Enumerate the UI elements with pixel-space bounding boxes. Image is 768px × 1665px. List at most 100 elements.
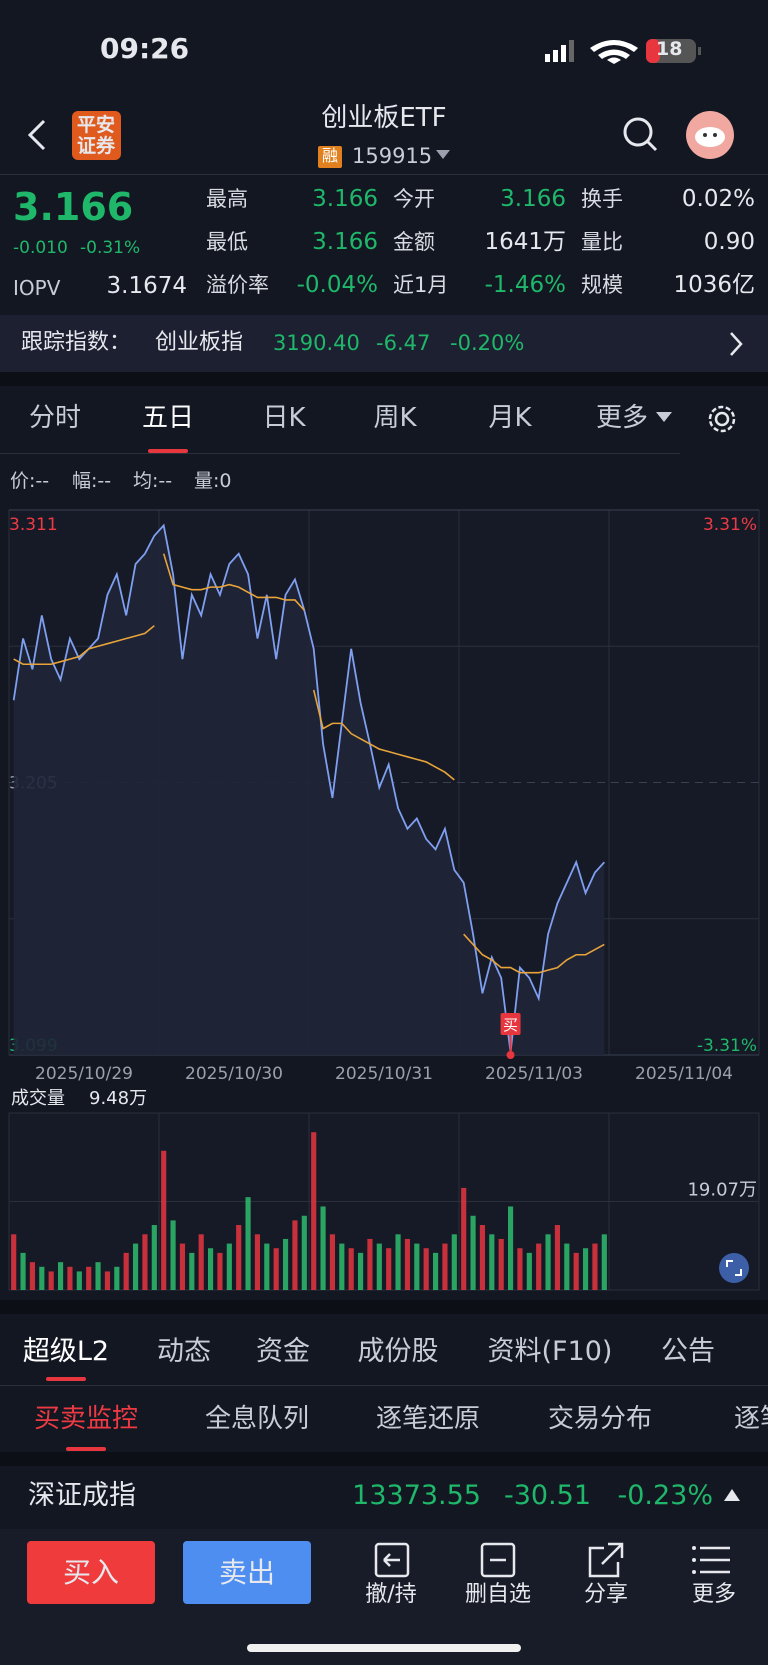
dropdown-arrow — [656, 412, 672, 422]
volume-bar — [329, 1234, 336, 1290]
volume-bar — [461, 1187, 467, 1290]
index-change: -30.51 — [503, 1480, 591, 1511]
volume-title: 成交量 — [11, 1088, 65, 1109]
logo-text: 证券 — [77, 135, 116, 157]
volume-tick-label: 19.07万 — [687, 1180, 757, 1201]
stat-label: 量比 — [581, 230, 623, 254]
chart-tab[interactable]: 分时 — [28, 403, 81, 433]
volume-bar — [76, 1271, 82, 1290]
tracking-row[interactable]: 跟踪指数： 创业板指 3190.40 -6.47 -0.20% — [0, 315, 768, 372]
volume-bar — [29, 1262, 36, 1290]
stat-label: 规模 — [581, 273, 623, 297]
volume-bar — [132, 1243, 139, 1290]
detail-tab[interactable]: 成份股 — [357, 1336, 439, 1367]
action-label[interactable]: 撤/持 — [365, 1582, 417, 1607]
iopv-value: 3.1674 — [106, 273, 187, 299]
section-gap — [0, 1300, 768, 1314]
sub-tab[interactable]: 买卖监控 — [33, 1404, 138, 1434]
volume-bar — [48, 1271, 54, 1290]
price-area — [13, 525, 605, 1055]
stat-label: 金额 — [393, 230, 435, 254]
section-gap — [0, 372, 768, 386]
detail-tab[interactable]: 公告 — [661, 1336, 715, 1367]
stat-label: 最高 — [206, 187, 248, 211]
tracking-value: 3190.40 — [273, 331, 360, 355]
volume-bar — [376, 1243, 382, 1290]
volume-bar — [311, 1132, 317, 1290]
volume-bar — [554, 1225, 561, 1290]
volume-bar — [301, 1215, 307, 1290]
broker-logo: 平安 证券 — [72, 111, 121, 160]
action-label[interactable]: 删自选 — [464, 1582, 531, 1607]
volume-bar — [282, 1238, 289, 1290]
stat-label: 换手 — [581, 187, 623, 211]
volume-bar — [423, 1248, 429, 1290]
volume-bar — [142, 1234, 148, 1290]
action-label[interactable]: 更多 — [691, 1582, 736, 1607]
x-tick-label: 2025/11/04 — [635, 1064, 733, 1084]
volume-bar — [39, 1266, 45, 1290]
home-indicator — [247, 1644, 521, 1652]
stat-value: 1036亿 — [673, 272, 755, 298]
index-value: 13373.55 — [352, 1480, 481, 1511]
avg-line — [13, 625, 155, 666]
volume-bar — [367, 1238, 373, 1290]
chevron — [730, 332, 743, 356]
avg-line — [312, 689, 455, 781]
volume-bar — [151, 1225, 157, 1290]
chart-tab[interactable]: 五日 — [141, 403, 194, 433]
x-tick-label: 2025/11/03 — [485, 1064, 583, 1084]
sub-tab[interactable]: 全息队列 — [204, 1404, 309, 1434]
code-dropdown[interactable] — [436, 150, 450, 160]
volume-bar — [517, 1248, 523, 1290]
sub-tab[interactable]: 交易分布 — [547, 1404, 652, 1434]
chart-info-item: 价:-- — [10, 470, 50, 492]
back-button[interactable] — [22, 118, 52, 152]
expand-arrow[interactable] — [724, 1488, 740, 1502]
volume-bar — [339, 1243, 345, 1290]
search-button[interactable] — [622, 116, 660, 154]
y-tick-label: 3.311 — [9, 515, 58, 535]
avg-line — [162, 553, 305, 611]
volume-bar — [67, 1266, 73, 1290]
x-tick-label: 2025/10/29 — [35, 1064, 133, 1084]
page-title: 创业板ETF — [321, 103, 447, 133]
action-label[interactable]: 分享 — [583, 1582, 628, 1607]
stat-value: 3.166 — [312, 229, 378, 255]
chart: 3.3113.2053.0993.31%-3.31%买2025/10/29202… — [8, 509, 760, 1291]
volume-bar — [95, 1262, 101, 1290]
detail-tab[interactable]: 动态 — [157, 1336, 211, 1367]
volume-bar — [357, 1252, 364, 1290]
volume-bar — [254, 1234, 261, 1290]
chart-tab[interactable]: 更多 — [595, 403, 648, 433]
sell-button[interactable]: 卖出 — [183, 1541, 311, 1604]
chart-tab[interactable]: 日K — [262, 403, 306, 433]
divider — [0, 453, 680, 454]
volume-bar — [179, 1243, 186, 1290]
buy-button[interactable]: 买入 — [27, 1541, 155, 1604]
avatar[interactable] — [686, 111, 734, 159]
volume-bar — [536, 1243, 542, 1290]
tracking-label: 跟踪指数： — [21, 330, 132, 355]
volume-bar — [217, 1252, 223, 1290]
volume-bar — [57, 1262, 64, 1290]
sub-tab[interactable]: 逐笔 — [733, 1404, 768, 1434]
detail-tab[interactable]: 资料(F10) — [487, 1336, 613, 1367]
detail-tab[interactable]: 资金 — [256, 1336, 310, 1367]
buy-marker-label: 买 — [503, 1016, 518, 1034]
stat-label: 溢价率 — [206, 273, 269, 297]
volume-bar — [592, 1243, 598, 1290]
fullscreen-button[interactable] — [719, 1253, 749, 1283]
volume-bar — [479, 1225, 486, 1290]
volume-bar — [545, 1234, 551, 1290]
stat-label: 最低 — [206, 230, 248, 254]
x-tick-label: 2025/10/31 — [335, 1064, 433, 1084]
detail-tab[interactable]: 超级L2 — [22, 1336, 110, 1367]
stat-label: 今开 — [393, 187, 435, 211]
chart-tab[interactable]: 周K — [373, 403, 417, 433]
volume-bar — [20, 1252, 26, 1290]
settings-button[interactable] — [707, 404, 737, 434]
sub-tab[interactable]: 逐笔还原 — [375, 1404, 480, 1434]
margin-badge: 融 — [318, 146, 342, 168]
chart-tab[interactable]: 月K — [488, 403, 532, 433]
